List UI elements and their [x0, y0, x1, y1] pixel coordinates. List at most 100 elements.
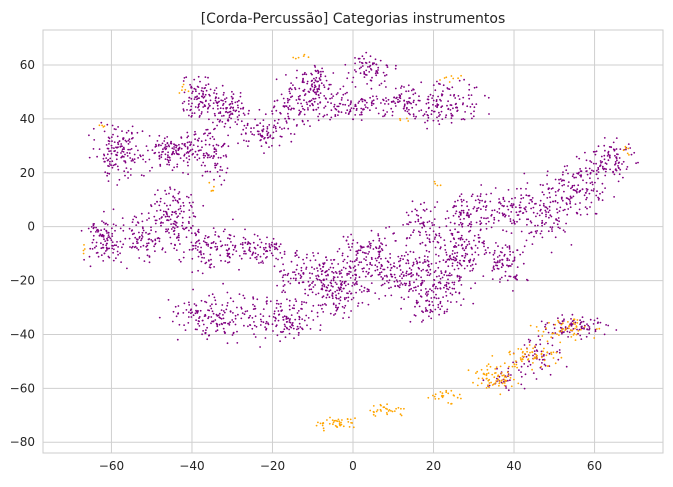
corda-point [449, 274, 451, 277]
corda-point [177, 239, 180, 242]
corda-point [185, 236, 188, 239]
corda-point [563, 183, 565, 186]
corda-point [351, 260, 354, 263]
corda-point [522, 197, 525, 199]
corda-point [505, 230, 508, 233]
corda-point [173, 148, 175, 150]
corda-point [319, 75, 322, 78]
corda-point [426, 274, 429, 276]
corda-point [302, 258, 304, 261]
corda-point [206, 156, 209, 159]
corda-point [217, 156, 220, 159]
corda-point [97, 231, 99, 233]
corda-point [175, 146, 178, 149]
corda-point [580, 175, 582, 178]
corda-point [169, 186, 171, 189]
corda-point [363, 290, 365, 292]
corda-point [292, 327, 295, 330]
corda-point [203, 156, 205, 159]
corda-point [436, 287, 439, 290]
corda-point [317, 252, 319, 255]
corda-point [286, 97, 289, 100]
corda-point [167, 161, 170, 164]
corda-point [432, 94, 434, 97]
corda-point [423, 255, 426, 257]
corda-point [243, 139, 245, 142]
percussao-point [514, 365, 516, 368]
corda-point [262, 130, 264, 132]
percussao-point [494, 382, 497, 384]
corda-point [319, 79, 321, 81]
corda-point [476, 247, 479, 249]
corda-point [219, 107, 222, 110]
corda-point [283, 269, 285, 271]
corda-point [104, 250, 107, 252]
percussao-point [348, 426, 351, 428]
corda-point [524, 373, 527, 376]
percussao-point [568, 327, 570, 330]
corda-point [206, 338, 209, 341]
corda-point [448, 286, 451, 289]
corda-point [574, 203, 577, 206]
corda-point [332, 303, 335, 306]
corda-point [266, 134, 269, 137]
percussao-point [571, 329, 574, 332]
corda-point [446, 300, 449, 302]
corda-point [456, 109, 459, 112]
percussao-point [434, 398, 437, 400]
percussao-point [531, 351, 533, 353]
corda-point [437, 303, 440, 306]
corda-point [272, 237, 275, 240]
corda-point [360, 107, 363, 110]
corda-point [129, 174, 132, 176]
percussao-point [552, 357, 555, 359]
corda-point [472, 267, 475, 270]
corda-point [547, 188, 550, 191]
corda-point [262, 125, 265, 128]
corda-point [421, 226, 424, 229]
percussao-point [494, 372, 497, 374]
corda-point [234, 314, 237, 317]
corda-point [175, 149, 177, 152]
corda-point [190, 193, 193, 196]
corda-point [288, 304, 291, 307]
corda-point [603, 137, 606, 139]
percussao-point [515, 363, 518, 366]
corda-point [130, 148, 133, 150]
corda-point [226, 342, 229, 345]
corda-point [154, 242, 157, 245]
percussao-point [372, 405, 375, 407]
corda-point [188, 150, 191, 153]
corda-point [158, 240, 161, 243]
corda-point [354, 265, 356, 268]
corda-point [177, 233, 180, 235]
corda-point [190, 226, 192, 229]
corda-point [439, 98, 441, 101]
corda-point [332, 259, 335, 261]
corda-point [479, 193, 482, 195]
corda-point [369, 55, 372, 58]
corda-point [485, 222, 488, 225]
corda-point [350, 233, 352, 236]
corda-point [190, 97, 193, 100]
corda-point [96, 228, 99, 231]
corda-point [588, 332, 591, 335]
corda-point [307, 119, 309, 122]
corda-point [466, 105, 469, 108]
corda-point [539, 183, 542, 186]
corda-point [288, 321, 291, 323]
corda-point [305, 314, 308, 317]
corda-point [254, 252, 257, 255]
percussao-point [447, 402, 450, 404]
corda-point [168, 232, 170, 234]
corda-point [358, 61, 361, 63]
corda-point [449, 229, 452, 232]
corda-point [219, 165, 222, 168]
corda-point [307, 317, 310, 319]
corda-point [461, 200, 463, 203]
corda-point [366, 290, 369, 293]
percussao-point [624, 145, 627, 148]
corda-point [520, 187, 522, 190]
percussao-point [574, 323, 576, 325]
corda-point [271, 137, 274, 140]
